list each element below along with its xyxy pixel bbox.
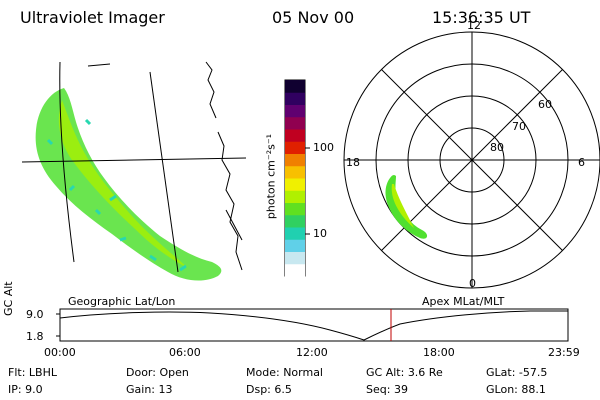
lat-grid-line	[21, 157, 247, 163]
status-gcalt-value: 3.6 Re	[407, 366, 443, 379]
mlt-label-12: 12	[467, 19, 481, 32]
status-glon-value: 88.1	[521, 383, 546, 396]
status-gain-value: 13	[158, 383, 173, 396]
status-ip-value: 9.0	[25, 383, 43, 396]
status-dsp: Dsp: 6.5	[246, 383, 292, 396]
colorbar-unit-label: photon cm⁻²s⁻¹	[264, 133, 278, 220]
status-flt: Flt: LBHL	[8, 366, 57, 379]
instrument-title: Ultraviolet Imager	[20, 8, 165, 27]
date-label: 05 Nov 00	[272, 8, 355, 27]
colorbar-segment	[285, 141, 305, 154]
altitude-xtick-0000: 00:00	[44, 346, 76, 359]
altitude-plot	[56, 308, 569, 342]
polar-plot	[343, 31, 600, 289]
colorbar-segment	[285, 165, 305, 179]
colorbar-segment	[285, 116, 305, 130]
status-seq: Seq: 39	[366, 383, 408, 396]
mlat-label-70: 70	[512, 120, 526, 133]
status-glon: GLon: 88.1	[486, 383, 546, 396]
altitude-ytick-1: 1.8	[26, 330, 44, 343]
colorbar-segment	[285, 263, 305, 277]
geographic-image	[21, 61, 247, 281]
status-seq-value: 39	[393, 383, 408, 396]
mlat-label-80: 80	[490, 141, 504, 154]
colorbar-segment	[285, 239, 305, 252]
status-ip: IP: 9.0	[8, 383, 43, 396]
colorbar-segment	[285, 129, 305, 142]
status-door: Door: Open	[126, 366, 189, 379]
apex-label: Apex MLat/MLT	[422, 295, 505, 308]
status-mode: Mode: Normal	[246, 366, 323, 379]
status-door-value: Open	[159, 366, 189, 379]
colorbar-segment	[285, 178, 305, 191]
altitude-xtick-0600: 06:00	[169, 346, 201, 359]
mlt-label-0: 0	[469, 277, 476, 290]
auroral-core-polar	[391, 184, 414, 228]
altitude-ylabel: GC Alt	[2, 281, 15, 316]
mlt-line-diag-2	[381, 69, 563, 251]
colorbar	[284, 79, 310, 277]
colorbar-segment	[285, 80, 305, 93]
colorbar-segment	[285, 214, 305, 228]
colorbar-segment	[285, 104, 305, 118]
colorbar-segment	[285, 251, 305, 265]
status-dsp-value: 6.5	[274, 383, 292, 396]
altitude-ytick-9: 9.0	[26, 308, 44, 321]
auroral-speckle-geographic	[46, 118, 187, 272]
auroral-emission-polar	[385, 174, 428, 239]
colorbar-segment	[285, 153, 305, 167]
status-flt-value: LBHL	[28, 366, 57, 379]
status-gain: Gain: 13	[126, 383, 173, 396]
colorbar-tick-100: 100	[313, 141, 334, 154]
earth-limb	[87, 63, 243, 241]
altitude-xtick-1800: 18:00	[423, 346, 455, 359]
status-glat-value: -57.5	[518, 366, 548, 379]
colorbar-segment	[285, 227, 305, 240]
auroral-emission-geographic	[35, 88, 222, 281]
coastline-2	[217, 131, 243, 271]
altitude-curve	[59, 310, 568, 341]
status-glat: GLat: -57.5	[486, 366, 548, 379]
altitude-xtick-2359: 23:59	[548, 346, 580, 359]
status-mode-value: Normal	[283, 366, 323, 379]
mlt-label-6: 6	[578, 156, 585, 169]
lon-grid-line-2	[149, 71, 179, 273]
colorbar-segment	[285, 92, 305, 105]
colorbar-tick-10: 10	[313, 227, 327, 240]
mlt-label-18: 18	[346, 156, 360, 169]
geographic-label: Geographic Lat/Lon	[68, 295, 176, 308]
time-label: 15:36:35 UT	[432, 8, 531, 27]
lon-grid-line	[59, 61, 75, 263]
coastline	[205, 61, 217, 119]
colorbar-segment	[285, 190, 305, 203]
altitude-xtick-1200: 12:00	[296, 346, 328, 359]
mlat-label-60: 60	[538, 98, 552, 111]
status-gcalt: GC Alt: 3.6 Re	[366, 366, 443, 379]
colorbar-segment	[285, 202, 305, 216]
